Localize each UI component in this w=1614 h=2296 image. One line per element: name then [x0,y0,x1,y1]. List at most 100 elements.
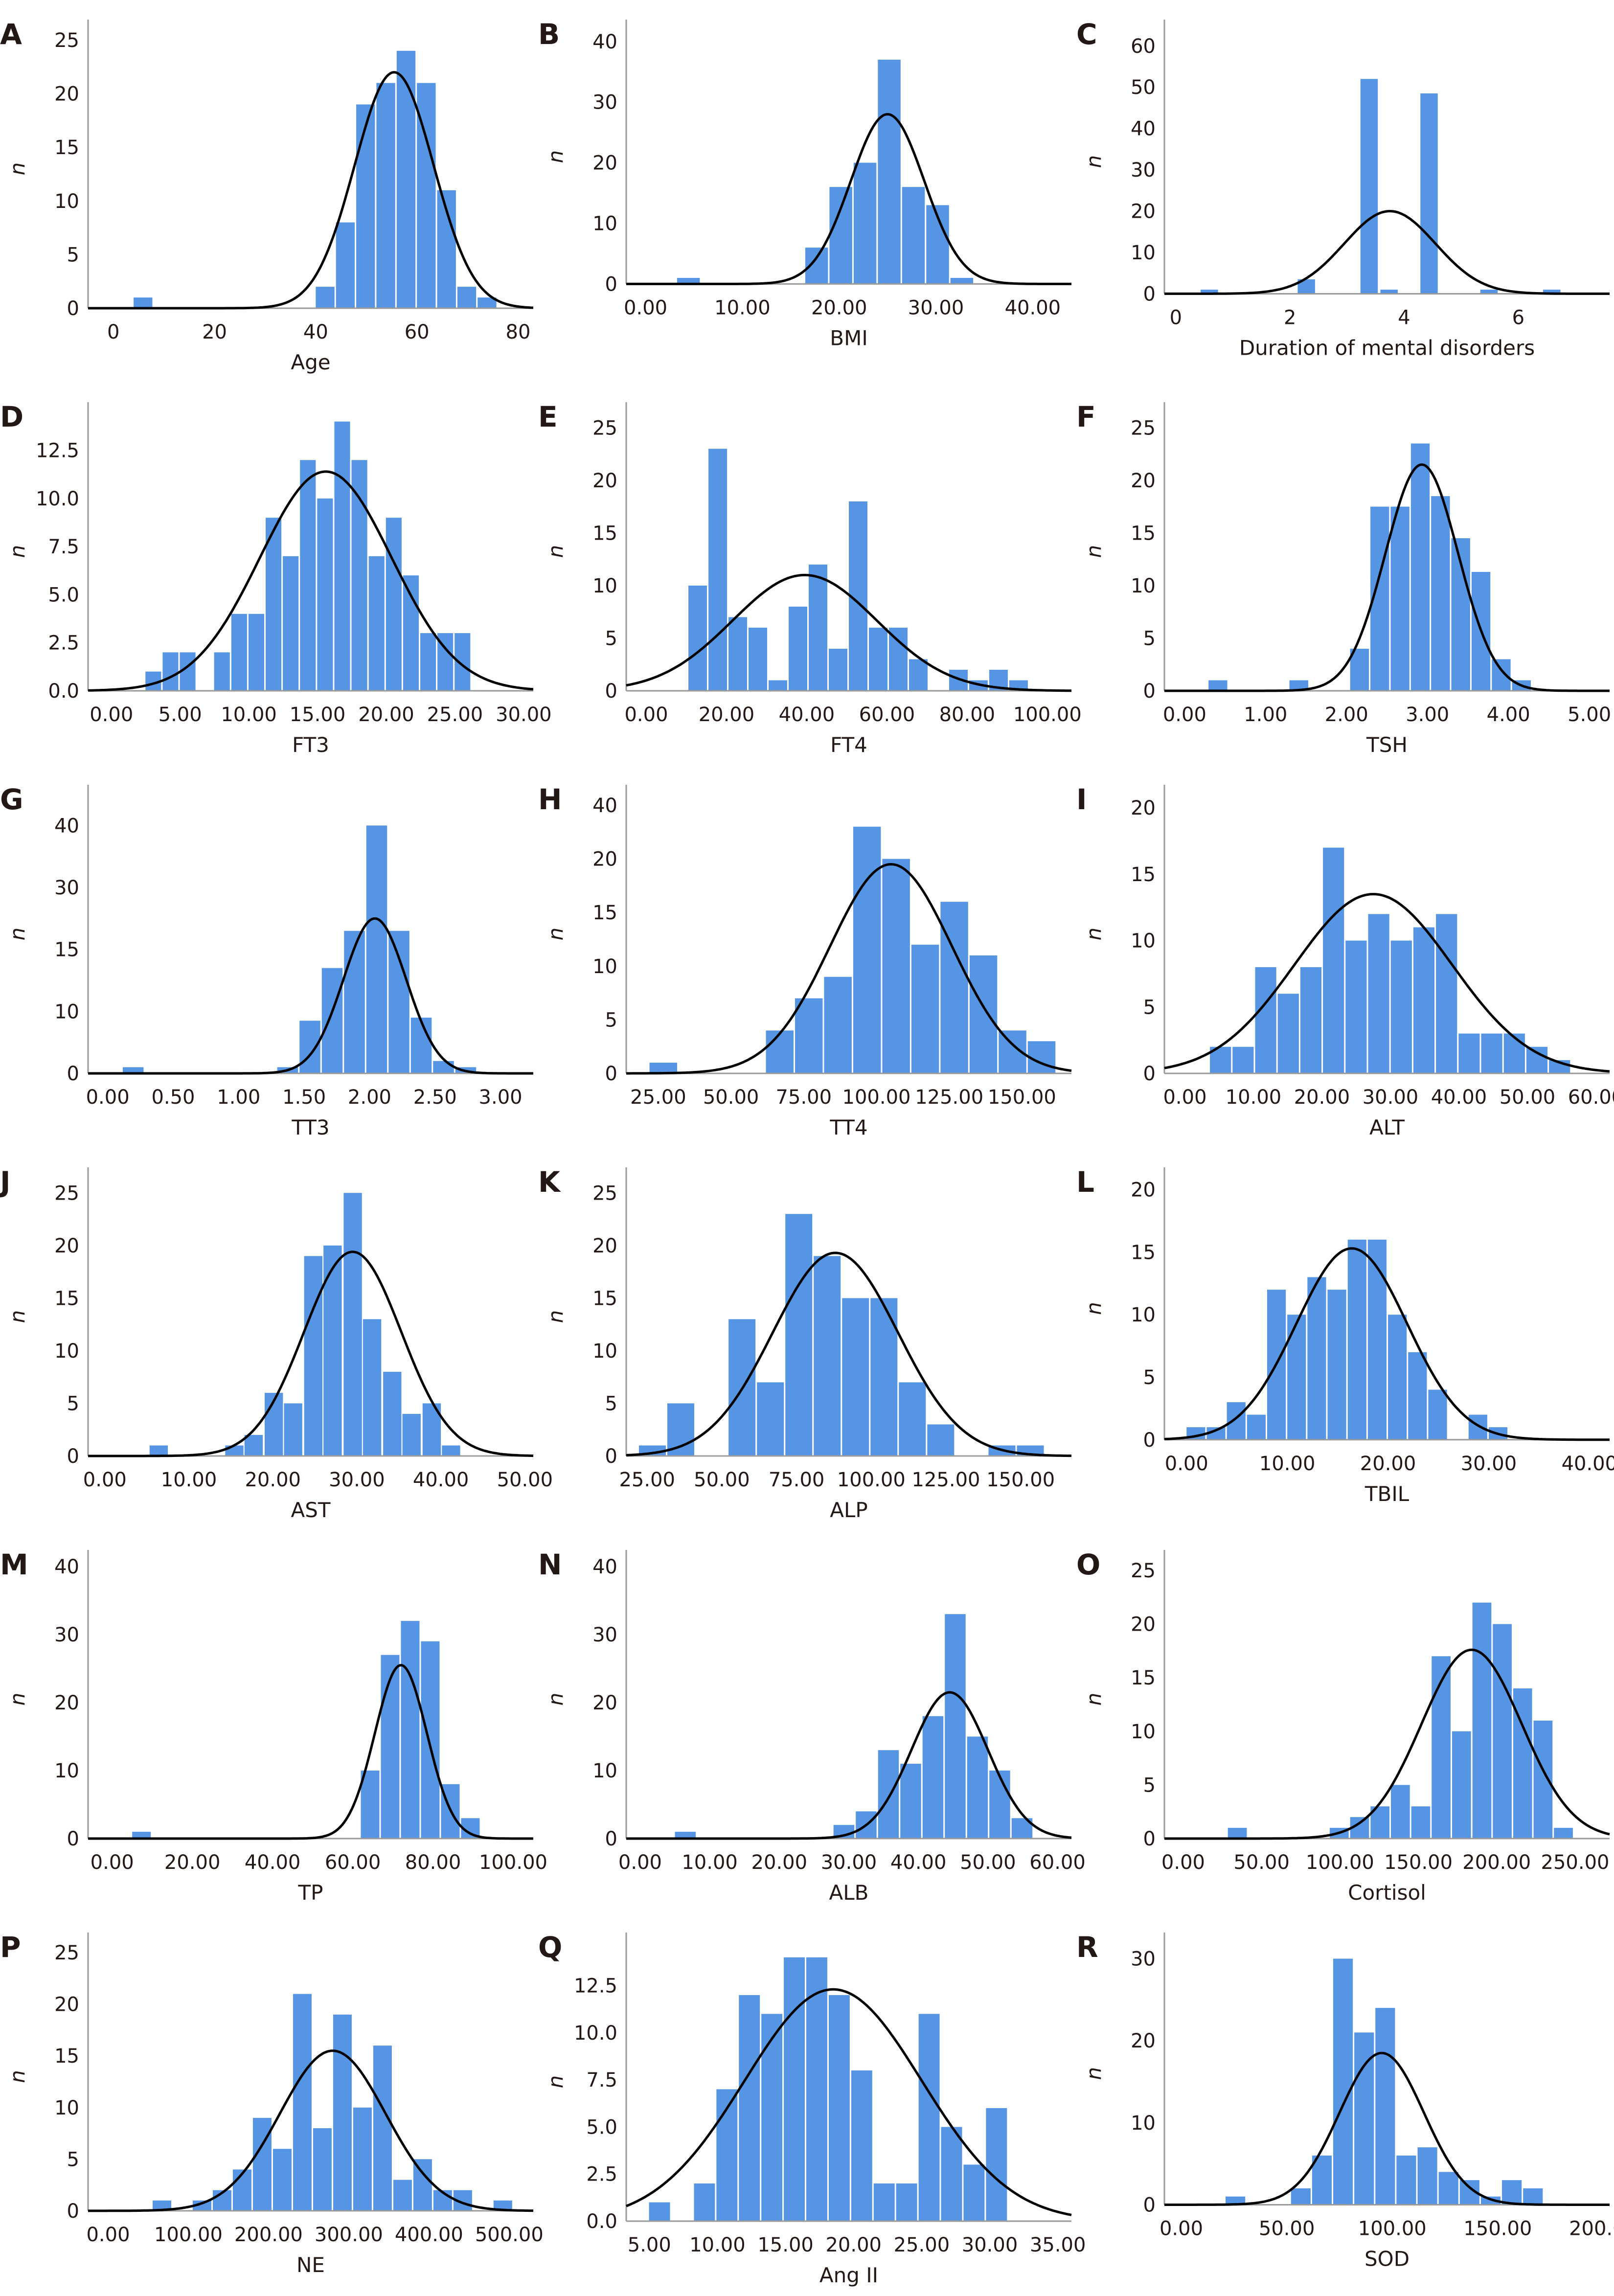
x-axis-label: Cortisol [1348,1881,1426,1905]
y-axis-label: n [544,150,568,163]
histogram-bar [888,627,908,691]
y-tick-label: 0.0 [586,2210,617,2233]
histogram-bar [649,2202,670,2221]
y-axis-label: n [5,545,29,558]
y-tick-label: 0 [67,1828,79,1850]
x-axis-label: NE [296,2253,325,2277]
histogram-bar [361,1770,380,1839]
x-tick-label: 20 [202,321,227,343]
y-axis-label: n [544,2075,568,2089]
y-tick-label: 0 [1143,1429,1156,1452]
histogram-bar [1232,1046,1254,1073]
panel-e: E 0 5 10 15 20 25 0.00 20.00 40.00 60.00 80.00 100.0… [538,383,1082,765]
x-tick-label: 60.00 [325,1851,381,1874]
histogram-bar [1436,914,1457,1073]
x-tick-label: 0 [1170,306,1182,329]
x-tick-label: 0.50 [151,1086,195,1109]
histogram-bar [806,1957,827,2221]
y-tick-label: 5 [1143,996,1156,1019]
x-tick-label: 1.50 [282,1086,326,1109]
histogram-bar [878,1750,899,1839]
x-tick-label: 40.00 [245,1851,301,1874]
histogram-bar [1432,1656,1451,1839]
histogram-bar [299,1021,320,1073]
histogram-bar [1428,1389,1447,1440]
histogram-bar [842,1298,869,1456]
histogram-c: C 0 10 20 30 40 50 60 0 2 4 6 Duration of mental dis… [1076,18,1610,360]
panel-l: L 0 5 10 15 20 0.00 10.00 20.00 30.00 40.00 TBIL n [1076,1148,1614,1530]
panel-j: J 0 5 10 15 20 25 0.00 10.00 20.00 30.00 40.00 50.00… [0,1148,553,1530]
panel-letter: R [1076,1931,1098,1964]
histogram-bar [266,518,282,691]
y-tick-label: 20 [592,470,617,492]
y-tick-label: 2.5 [586,2163,617,2186]
y-tick-label: 10 [1131,2112,1156,2135]
y-tick-label: 10 [1131,575,1156,597]
x-axis-label: SOD [1364,2247,1409,2271]
histogram-bar [1396,2155,1416,2205]
histogram-bar [1300,967,1322,1073]
histogram-f: F 0 5 10 15 20 25 0.00 1.00 2.00 3.00 4.00 5.00 TSH n [1076,400,1611,757]
histogram-bar [1452,1731,1471,1839]
histogram-bar [353,2107,372,2211]
bars [688,449,1028,691]
histogram-m: M 0 10 20 30 40 0.00 20.00 40.00 60.00 80.00 100.00… [0,1548,547,1905]
histogram-bar [323,1245,342,1456]
histogram-d: D 0.0 2.5 5.0 7.5 10.0 12.5 0.00 5.00 10.00 15.00 2… [0,400,552,757]
y-tick-label: 20 [54,1235,79,1257]
y-tick-label: 0 [605,1445,617,1468]
x-tick-label: 0.00 [86,2224,130,2246]
y-tick-label: 20 [592,848,617,871]
x-axis-label: FT3 [292,733,329,757]
y-tick-label: 10 [592,955,617,978]
histogram-bar [675,1832,696,1839]
x-tick-label: 150.00 [986,1469,1055,1491]
histogram-bar [1411,1806,1431,1839]
histogram-bar [403,575,419,691]
y-axis-label: n [5,162,29,176]
x-tick-label: 0.00 [1165,1453,1208,1475]
panel-k: K 0 5 10 15 20 25 25.00 50.00 75.00 100.00 125.00 15… [538,1148,1076,1530]
x-tick-label: 30.00 [962,2234,1018,2256]
x-tick-label: 10.00 [161,1469,217,1491]
histogram-bar [945,1614,966,1839]
y-axis-label: n [1082,545,1106,558]
y-tick-label: 15 [54,136,79,159]
histogram-bar [757,1382,784,1456]
y-tick-label: 10.0 [574,2022,617,2045]
y-tick-label: 20 [1131,2030,1156,2052]
y-tick-label: 0 [67,297,79,320]
histogram-bar [785,1214,813,1456]
x-tick-label: 1.00 [217,1086,260,1109]
panel-a: A 0 5 10 15 20 25 0 20 40 60 80 Age n [0,0,538,383]
y-tick-label: 10 [592,1340,617,1363]
histogram-bar [1208,680,1228,691]
x-tick-label: 20.00 [699,704,755,726]
x-tick-label: 6 [1512,306,1524,329]
histogram-bar [1480,290,1498,294]
x-tick-label: 60 [405,321,430,343]
y-tick-label: 5 [67,2148,79,2171]
y-tick-label: 15 [592,1287,617,1310]
bars [1226,1958,1543,2205]
histogram-bar [829,187,852,284]
histogram-bar [1543,290,1561,294]
y-axis-label: n [1082,928,1106,941]
x-tick-label: 0.00 [90,704,133,726]
x-tick-label: 10.00 [682,1851,738,1874]
y-tick-label: 40 [1131,118,1156,140]
panel-letter: M [0,1548,28,1581]
y-tick-label: 5 [605,1392,617,1415]
bars [145,421,471,691]
panel-d: D 0.0 2.5 5.0 7.5 10.0 12.5 0.00 5.00 10.00 15.00 2… [0,383,552,765]
bars [649,1957,1007,2221]
histogram-bar [366,825,387,1073]
histogram-bar [882,859,910,1073]
x-tick-label: 2 [1284,306,1296,329]
y-tick-label: 5.0 [48,584,79,606]
histogram-bar [162,652,179,691]
panel-c: C 0 10 20 30 40 50 60 0 2 4 6 Duration of mental dis… [1076,0,1614,383]
histogram-e: E 0 5 10 15 20 25 0.00 20.00 40.00 60.00 80.00 100.0… [538,400,1082,757]
histogram-bar [766,1030,794,1073]
